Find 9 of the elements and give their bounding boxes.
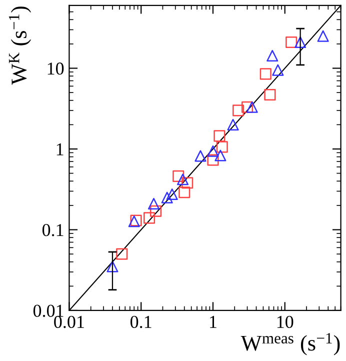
x-tick-label: 0.1 <box>130 316 152 328</box>
y-axis-title: W$^{K}$ (s$^{−1}$) <box>8 6 32 85</box>
x-tick-label: 1 <box>210 316 216 328</box>
y-tick-label: 0.1 <box>42 224 64 236</box>
x-axis-title: W$^{meas}$ (s$^{−1}$) <box>240 333 340 356</box>
y-tick-label: 10 <box>48 62 64 75</box>
y-tick-label: 0.01 <box>33 304 64 317</box>
x-tick-label: 10 <box>277 316 294 328</box>
y-tick-label: 1 <box>56 143 64 156</box>
